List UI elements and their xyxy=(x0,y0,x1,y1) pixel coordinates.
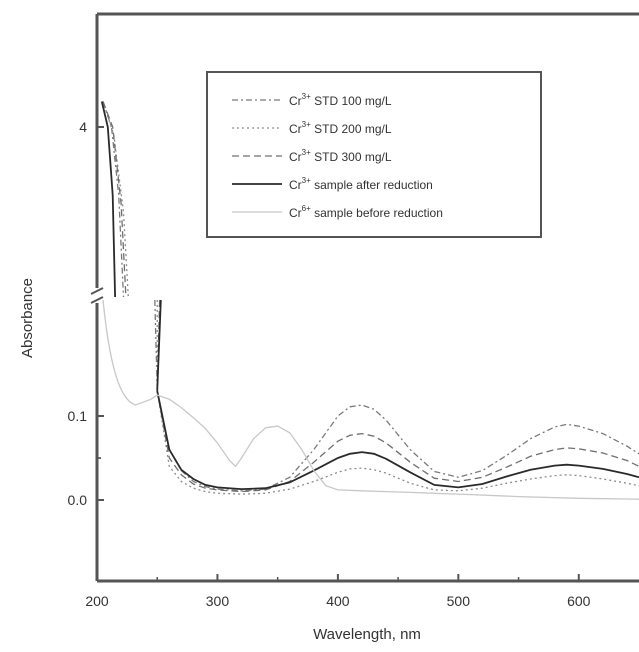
series-line-3 xyxy=(156,390,639,493)
series-line-4 xyxy=(156,390,639,491)
before-shoulder xyxy=(102,299,152,406)
legend-label-text: STD 100 mg/L xyxy=(311,94,392,108)
legend-label-element: Cr xyxy=(289,94,302,108)
legend-label-charge: 3+ xyxy=(302,176,311,185)
y-axis-title: Absorbance xyxy=(19,278,36,358)
y-tick-label-upper-4: 4 xyxy=(79,119,87,135)
upper-edge-1 xyxy=(102,101,125,298)
lower-curves xyxy=(150,390,639,500)
series-line-2 xyxy=(156,390,639,495)
legend-label-text: sample after reduction xyxy=(311,178,433,192)
upper-curves xyxy=(100,101,162,406)
legend-label-element: Cr xyxy=(289,206,302,220)
ticks: 200 300 400 500 600 0.0 0.1 4 xyxy=(68,119,591,609)
legend-label-charge: 3+ xyxy=(302,148,311,157)
legend-label-element: Cr xyxy=(289,122,302,136)
x-tick-label-500: 500 xyxy=(447,593,471,609)
lower-edge-4 xyxy=(156,299,162,391)
x-tick-label-400: 400 xyxy=(326,593,350,609)
legend-label-2: Cr3+ STD 200 mg/L xyxy=(289,120,392,136)
legend-label-3: Cr3+ STD 300 mg/L xyxy=(289,148,392,164)
legend-label-text: sample before reduction xyxy=(311,206,443,220)
x-tick-label-600: 600 xyxy=(567,593,591,609)
legend-label-charge: 3+ xyxy=(302,120,311,129)
legend-label-4: Cr3+ sample after reduction xyxy=(289,176,433,192)
legend-label-1: Cr3+ STD 100 mg/L xyxy=(289,92,392,108)
x-axis-title: Wavelength, nm xyxy=(313,626,421,643)
upper-edge-4 xyxy=(100,101,116,298)
upper-edge-3 xyxy=(102,101,127,298)
legend-label-element: Cr xyxy=(289,178,302,192)
axis-break-2 xyxy=(90,296,104,304)
legend-label-charge: 3+ xyxy=(302,92,311,101)
axis-break-1 xyxy=(90,287,104,295)
upper-edge-2 xyxy=(102,101,129,298)
x-tick-label-200: 200 xyxy=(85,593,109,609)
y-tick-label-0.1: 0.1 xyxy=(68,408,88,424)
axes xyxy=(90,12,639,583)
legend-label-charge: 6+ xyxy=(302,204,311,213)
x-tick-label-300: 300 xyxy=(206,593,230,609)
y-tick-label-0.0: 0.0 xyxy=(68,492,88,508)
legend-label-text: STD 300 mg/L xyxy=(311,150,392,164)
legend-label-text: STD 200 mg/L xyxy=(311,122,392,136)
series-line-1 xyxy=(156,390,639,492)
legend-label-element: Cr xyxy=(289,150,302,164)
legend-label-5: Cr6+ sample before reduction xyxy=(289,204,443,220)
series-line-5 xyxy=(150,394,639,500)
